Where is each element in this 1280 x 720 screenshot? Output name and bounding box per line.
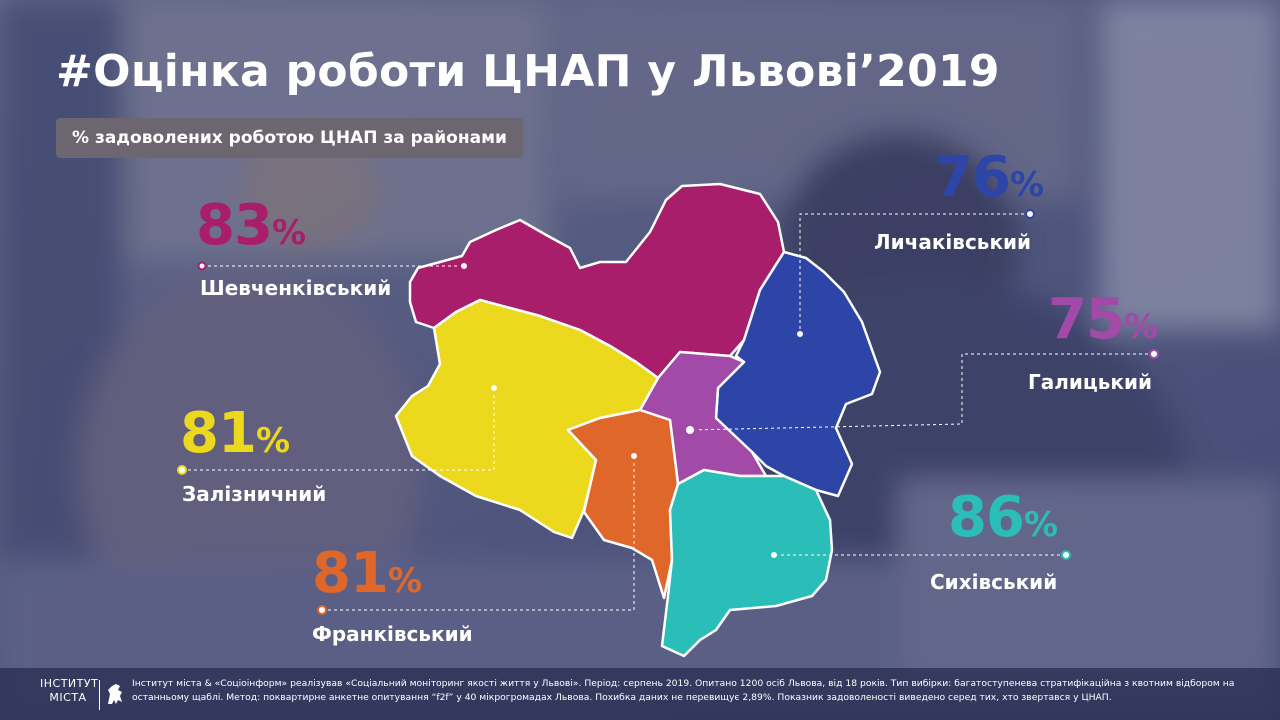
leader-zaliznychnyi: [182, 388, 495, 471]
district-frankivskyi: [566, 408, 680, 600]
footer-bar: [0, 668, 1280, 720]
marker-lychakivskyi-outer: [1025, 209, 1035, 219]
institute-logo: ІНСТИТУТ МІСТА: [40, 677, 99, 705]
pct-frankivskyi: 81%: [312, 541, 422, 606]
pct-sykhivskyi: 86%: [948, 485, 1058, 550]
logo-line-2: МІСТА: [49, 691, 87, 704]
methodology-footnote: Інститут міста & «Соціоінформ» реалізува…: [132, 678, 1235, 703]
marker-shevchenkivskyi-inner: [459, 261, 469, 271]
marker-shevchenkivskyi-outer: [197, 261, 207, 271]
marker-lychakivskyi-inner: [795, 329, 805, 339]
marker-zaliznychnyi-outer: [177, 465, 187, 475]
label-lychakivskyi: Личаківський: [874, 230, 1032, 254]
label-halytskyi: Галицький: [1028, 370, 1152, 394]
marker-sykhivskyi-outer: [1061, 550, 1071, 560]
page-title: #Оцінка роботи ЦНАП у Львові’2019: [56, 46, 1000, 97]
marker-halytskyi-inner: [684, 424, 696, 436]
district-sykhivskyi: [660, 468, 834, 658]
marker-halytskyi-outer: [1149, 349, 1159, 359]
label-zaliznychnyi: Залізничний: [182, 482, 327, 506]
pct-shevchenkivskyi: 83%: [196, 193, 306, 258]
marker-frankivskyi-inner: [629, 451, 639, 461]
leader-lychakivskyi: [799, 213, 1030, 334]
label-shevchenkivskyi: Шевченківський: [200, 276, 392, 300]
leader-frankivskyi: [322, 456, 635, 611]
pct-lychakivskyi: 76%: [934, 145, 1044, 210]
marker-zaliznychnyi-inner: [489, 383, 499, 393]
pct-zaliznychnyi: 81%: [180, 401, 290, 466]
marker-frankivskyi-outer: [317, 605, 327, 615]
marker-sykhivskyi-inner: [769, 550, 779, 560]
subtitle-badge: % задоволених роботою ЦНАП за районами: [56, 118, 523, 158]
leader-halytskyi: [689, 353, 1154, 431]
logo-divider: [99, 680, 100, 710]
logo-line-1: ІНСТИТУТ: [40, 677, 99, 690]
label-sykhivskyi: Сихівський: [930, 570, 1058, 594]
lion-icon: [108, 684, 122, 704]
pct-halytskyi: 75%: [1048, 287, 1158, 352]
label-frankivskyi: Франківський: [312, 622, 473, 646]
